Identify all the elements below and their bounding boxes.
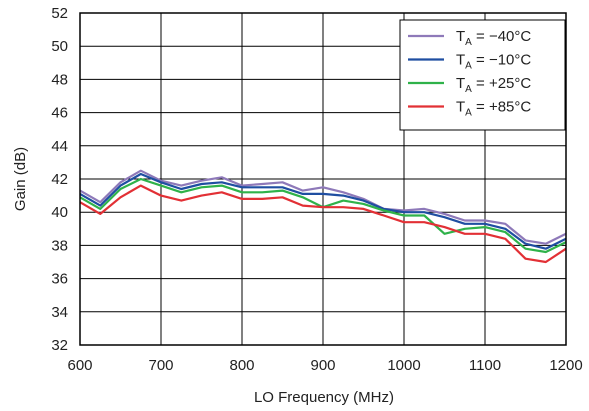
legend-entry-label: TA = −40°C (456, 28, 531, 48)
x-tick-label: 800 (229, 357, 254, 374)
x-tick-label: 900 (310, 357, 335, 374)
x-tick-label: 600 (67, 357, 92, 374)
y-tick-label: 44 (51, 138, 68, 155)
x-axis-ticks: 600 700 800 900 1000 1100 1200 (67, 357, 582, 374)
x-tick-label: 1000 (387, 357, 420, 374)
plot-frame (79, 12, 567, 346)
legend-entry-label: TA = −10°C (456, 52, 531, 72)
y-tick-label: 52 (51, 5, 68, 22)
series-layer (79, 169, 567, 264)
legend: TA = −40°C TA = −10°C TA = +25°C TA = +85°C (399, 19, 566, 131)
x-tick-label: 700 (148, 357, 173, 374)
series-line-1 (79, 169, 567, 245)
x-tick-label: 1200 (549, 357, 582, 374)
y-tick-label: 32 (51, 337, 68, 354)
y-tick-label: 38 (51, 237, 68, 254)
y-axis-title: Gain (dB) (12, 147, 29, 211)
series-line-4 (79, 184, 567, 264)
y-tick-label: 36 (51, 271, 68, 288)
x-axis-title: LO Frequency (MHz) (254, 389, 394, 406)
series-line-2 (79, 172, 567, 250)
y-axis-ticks: 32 34 36 38 40 42 44 46 48 50 52 (51, 5, 68, 354)
y-tick-label: 50 (51, 38, 68, 55)
y-tick-label: 40 (51, 204, 68, 221)
legend-entry-label: TA = +25°C (456, 75, 531, 95)
legend-entry-label: TA = +85°C (456, 99, 531, 119)
y-tick-label: 34 (51, 304, 68, 321)
y-tick-label: 46 (51, 105, 68, 122)
y-tick-label: 48 (51, 71, 68, 88)
y-tick-label: 42 (51, 171, 68, 188)
x-tick-label: 1100 (469, 357, 501, 374)
legend-box (399, 19, 566, 131)
